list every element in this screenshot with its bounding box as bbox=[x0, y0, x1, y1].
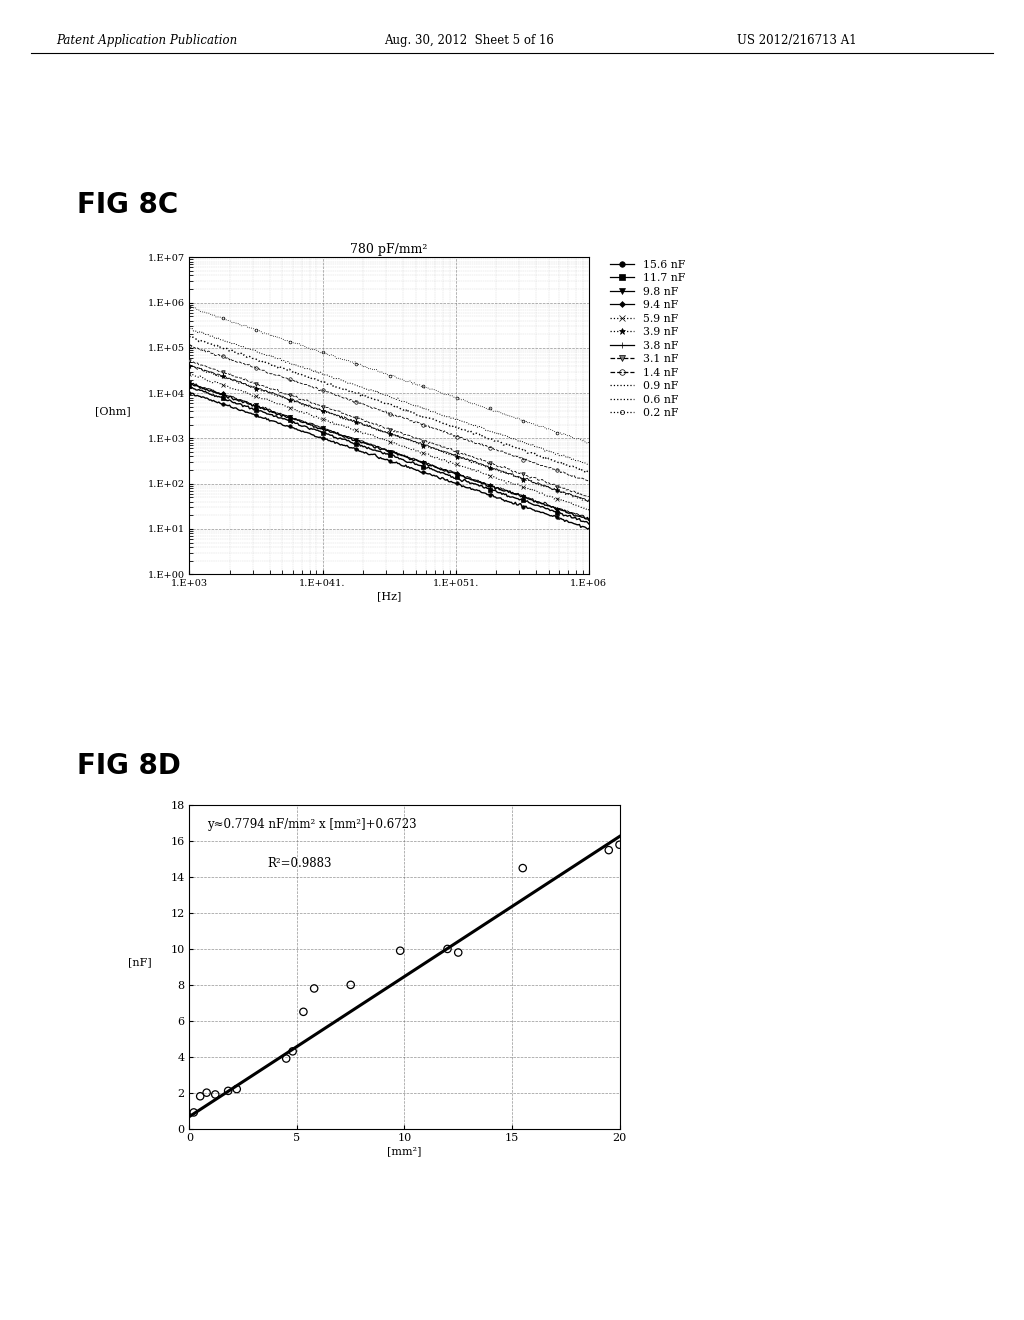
Point bbox=[306, 978, 323, 999]
Point bbox=[611, 834, 628, 855]
Point bbox=[514, 858, 530, 879]
Point bbox=[207, 1084, 223, 1105]
Text: Aug. 30, 2012  Sheet 5 of 16: Aug. 30, 2012 Sheet 5 of 16 bbox=[384, 34, 554, 48]
Point bbox=[228, 1078, 245, 1100]
Text: Patent Application Publication: Patent Application Publication bbox=[56, 34, 238, 48]
Text: FIG 8D: FIG 8D bbox=[77, 752, 180, 780]
Text: FIG 8C: FIG 8C bbox=[77, 191, 178, 219]
Point bbox=[295, 1002, 311, 1023]
Text: y≈0.7794 nF/mm² x [mm²]+0.6723: y≈0.7794 nF/mm² x [mm²]+0.6723 bbox=[207, 818, 417, 832]
Point bbox=[439, 939, 456, 960]
Point bbox=[451, 942, 467, 964]
Point bbox=[199, 1082, 215, 1104]
X-axis label: [mm²]: [mm²] bbox=[387, 1146, 422, 1156]
Point bbox=[600, 840, 616, 861]
Point bbox=[278, 1048, 295, 1069]
Y-axis label: [nF]: [nF] bbox=[128, 957, 152, 966]
Y-axis label: [Ohm]: [Ohm] bbox=[95, 405, 131, 416]
Text: R²=0.9883: R²=0.9883 bbox=[267, 857, 332, 870]
X-axis label: [Hz]: [Hz] bbox=[377, 591, 401, 601]
Point bbox=[193, 1085, 209, 1106]
Point bbox=[285, 1040, 301, 1061]
Title: 780 pF/mm²: 780 pF/mm² bbox=[350, 243, 428, 256]
Point bbox=[220, 1080, 237, 1101]
Point bbox=[185, 1102, 202, 1123]
Point bbox=[392, 940, 409, 961]
Text: US 2012/216713 A1: US 2012/216713 A1 bbox=[737, 34, 857, 48]
Point bbox=[342, 974, 359, 995]
Legend: 15.6 nF, 11.7 nF, 9.8 nF, 9.4 nF, 5.9 nF, 3.9 nF, 3.8 nF, 3.1 nF, 1.4 nF, 0.9 nF: 15.6 nF, 11.7 nF, 9.8 nF, 9.4 nF, 5.9 nF… bbox=[610, 260, 685, 418]
